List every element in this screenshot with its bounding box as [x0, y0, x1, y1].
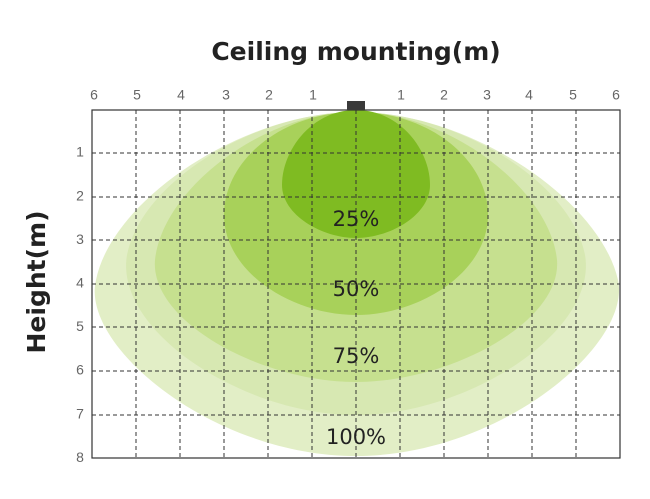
side-tick-label: 3	[76, 231, 84, 247]
top-tick-label: 6	[612, 87, 620, 103]
zone-label: 50%	[333, 277, 380, 301]
side-tick-label: 6	[76, 362, 84, 378]
grid	[91, 109, 621, 459]
zone-label: 100%	[326, 425, 386, 449]
top-tick-label: 3	[222, 87, 230, 103]
zone-label: 75%	[333, 344, 380, 368]
side-tick-label: 1	[76, 144, 84, 160]
side-tick-label: 5	[76, 318, 84, 334]
labels: 6 5 4 3 2 1 1 2 3 4 5 6 1 2 3 4 5 6 7 8 25% 50% 75% 100%	[76, 87, 620, 465]
sensor	[347, 101, 365, 110]
side-label: Height(m)	[22, 211, 51, 354]
top-tick-label: 4	[177, 87, 185, 103]
zone-label: 25%	[333, 207, 380, 231]
top-tick-label: 2	[440, 87, 448, 103]
side-tick-label: 7	[76, 405, 84, 421]
side-tick-label: 8	[76, 449, 84, 465]
top-tick-label: 1	[397, 87, 405, 103]
side-tick-label: 2	[76, 187, 84, 203]
top-tick-label: 3	[483, 87, 491, 103]
top-tick-label: 1	[309, 87, 317, 103]
side-tick-label: 4	[76, 275, 84, 291]
top-tick-label: 5	[133, 87, 141, 103]
top-tick-label: 5	[569, 87, 577, 103]
top-tick-label: 2	[265, 87, 273, 103]
top-tick-label: 6	[90, 87, 98, 103]
top-tick-label: 4	[525, 87, 533, 103]
title: Ceiling mounting(m)	[211, 37, 500, 66]
